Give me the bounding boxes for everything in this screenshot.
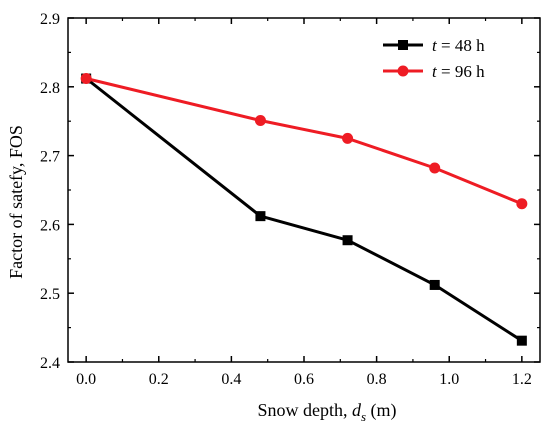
x-tick-label: 0.6 — [294, 371, 314, 388]
data-point-square — [342, 235, 353, 246]
legend-label-value: = 96 h — [437, 62, 485, 81]
x-tick-label: 0.8 — [367, 371, 387, 388]
data-point-square — [516, 335, 527, 346]
legend-label-variable: t — [432, 62, 438, 81]
legend-label-variable: t — [432, 36, 438, 55]
x-tick-label: 0.2 — [149, 371, 169, 388]
legend-marker-square — [398, 40, 408, 50]
x-axis-label: Snow depth, ds (m) — [257, 400, 396, 424]
y-tick-label: 2.7 — [40, 149, 60, 166]
legend-label-1: t = 48 h — [432, 36, 485, 55]
data-point-circle — [516, 198, 528, 210]
y-axis-label: Factor of satefy, FOS — [6, 125, 26, 279]
x-tick-label: 0.4 — [221, 371, 241, 388]
legend-label-value: = 48 h — [437, 36, 485, 55]
y-tick-label: 2.4 — [40, 355, 60, 372]
y-tick-label: 2.8 — [40, 80, 60, 97]
x-tick-label: 1.0 — [439, 371, 459, 388]
x-tick-label: 0.0 — [76, 371, 96, 388]
y-tick-label: 2.9 — [40, 11, 60, 28]
data-point-circle — [429, 162, 441, 174]
data-point-square — [429, 279, 440, 290]
series-line-2 — [85, 77, 523, 206]
x-axis-label-prefix: Snow depth, — [257, 400, 352, 420]
data-point-square — [255, 211, 266, 222]
x-axis-label-subscript: s — [361, 409, 366, 424]
x-tick-label: 1.2 — [512, 371, 532, 388]
x-axis-label-symbol: d — [352, 400, 362, 420]
y-tick-label: 2.5 — [40, 286, 60, 303]
legend-label-2: t = 96 h — [432, 62, 485, 81]
data-point-circle — [254, 115, 266, 127]
y-tick-label: 2.6 — [40, 217, 60, 234]
data-point-circle — [80, 73, 92, 85]
x-axis-label-suffix: (m) — [366, 400, 397, 421]
data-point-circle — [342, 132, 354, 144]
legend-marker-circle — [397, 65, 409, 77]
series-line-1 — [85, 77, 523, 342]
